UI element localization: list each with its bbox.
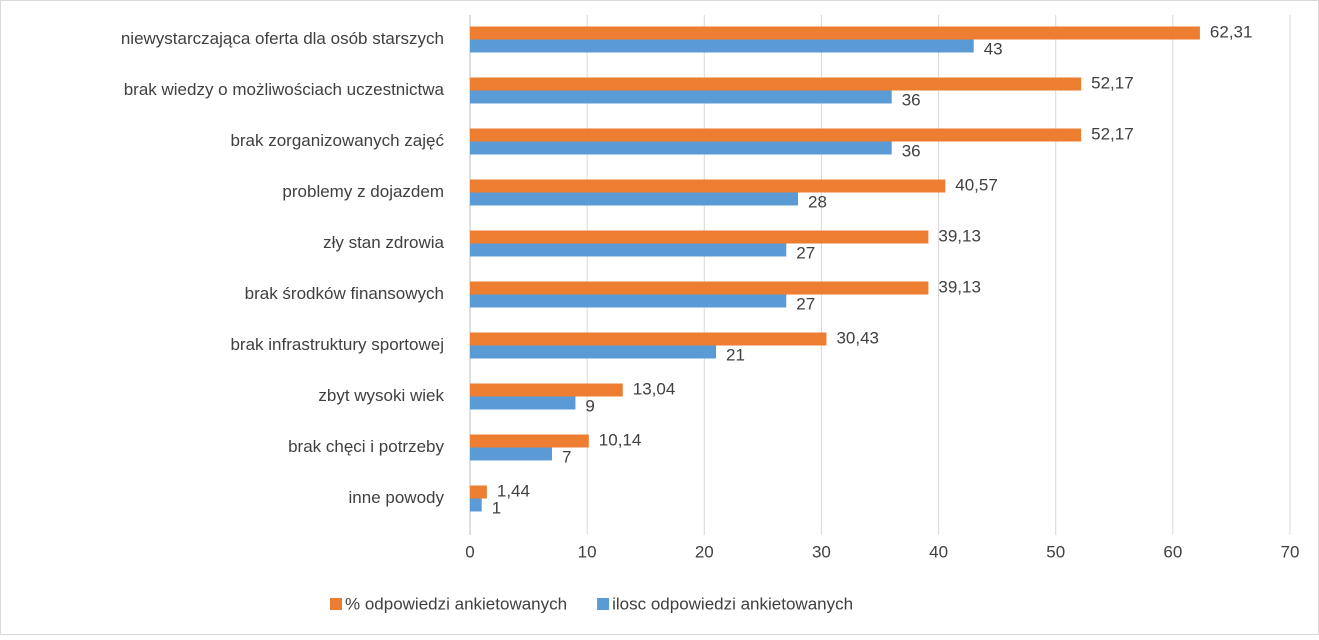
- y-tick-label: inne powody: [349, 488, 445, 507]
- bar: [470, 332, 827, 346]
- x-tick-label: 40: [929, 542, 948, 561]
- y-tick-label: brak środków finansowych: [245, 284, 444, 303]
- bar: [470, 243, 787, 257]
- data-label: 39,13: [938, 277, 981, 296]
- y-tick-label: brak chęci i potrzeby: [288, 437, 444, 456]
- data-label: 28: [808, 192, 827, 211]
- y-tick-label: zły stan zdrowia: [323, 233, 444, 252]
- data-label: 39,13: [938, 226, 981, 245]
- x-tick-label: 70: [1281, 542, 1300, 561]
- x-tick-label: 0: [465, 542, 474, 561]
- bar: [470, 447, 552, 461]
- bar: [470, 192, 798, 206]
- data-label: 1: [492, 498, 501, 517]
- data-label: 21: [726, 345, 745, 364]
- legend-swatch: [330, 598, 342, 610]
- bar: [470, 383, 623, 397]
- bar: [470, 26, 1200, 40]
- x-tick-label: 50: [1046, 542, 1065, 561]
- data-label: 52,17: [1091, 73, 1134, 92]
- bar: [470, 141, 892, 155]
- bar: [470, 77, 1082, 91]
- bar: [470, 498, 482, 512]
- data-label: 40,57: [955, 175, 998, 194]
- data-label: 27: [796, 294, 815, 313]
- data-label: 43: [984, 39, 1003, 58]
- bar: [470, 90, 892, 104]
- bar: [470, 485, 487, 499]
- data-label: 62,31: [1210, 22, 1253, 41]
- data-label: 36: [902, 141, 921, 160]
- bar: [470, 230, 929, 244]
- y-tick-label: niewystarczająca oferta dla osób starszy…: [121, 29, 444, 48]
- bar: [470, 294, 787, 308]
- y-tick-label: problemy z dojazdem: [282, 182, 444, 201]
- data-label: 36: [902, 90, 921, 109]
- y-tick-label: brak wiedzy o możliwościach uczestnictwa: [124, 80, 445, 99]
- data-label: 27: [796, 243, 815, 262]
- data-label: 1,44: [497, 481, 530, 500]
- bar: [470, 281, 929, 295]
- bar: [470, 396, 576, 410]
- x-tick-label: 20: [695, 542, 714, 561]
- bar: [470, 128, 1082, 142]
- data-label: 30,43: [836, 328, 879, 347]
- legend-swatch: [597, 598, 610, 610]
- data-label: 7: [562, 447, 571, 466]
- x-tick-label: 10: [578, 542, 597, 561]
- bar: [470, 434, 589, 448]
- bar: [470, 39, 974, 53]
- y-tick-label: brak infrastruktury sportowej: [230, 335, 444, 354]
- x-tick-label: 30: [812, 542, 831, 561]
- data-label: 13,04: [633, 379, 676, 398]
- bar: [470, 179, 946, 193]
- data-label: 9: [585, 396, 594, 415]
- y-tick-label: brak zorganizowanych zajęć: [230, 131, 444, 150]
- data-label: 10,14: [599, 430, 642, 449]
- legend-label: ilosc odpowiedzi ankietowanych: [612, 594, 853, 613]
- bar: [470, 345, 716, 359]
- y-tick-label: zbyt wysoki wiek: [318, 386, 444, 405]
- x-tick-label: 60: [1163, 542, 1182, 561]
- data-label: 52,17: [1091, 124, 1134, 143]
- legend-label: % odpowiedzi ankietowanych: [345, 594, 567, 613]
